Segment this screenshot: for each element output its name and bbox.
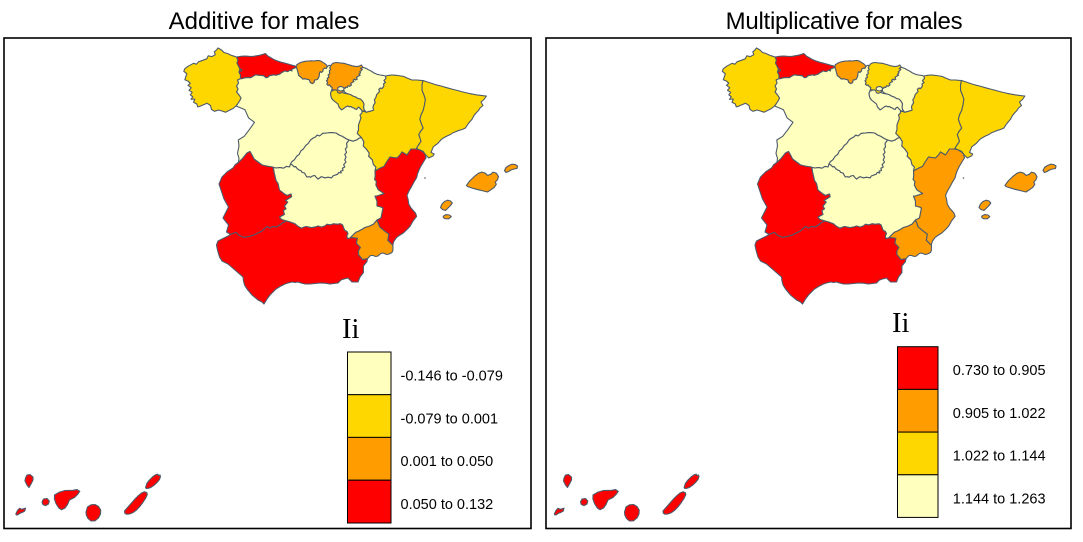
svg-text:Multiplicative for males: Multiplicative for males bbox=[726, 8, 963, 35]
svg-text:1.144 to 1.263: 1.144 to 1.263 bbox=[953, 491, 1046, 507]
svg-text:-0.146 to -0.079: -0.146 to -0.079 bbox=[401, 368, 503, 384]
svg-text:1.022 to 1.144: 1.022 to 1.144 bbox=[953, 449, 1046, 465]
svg-text:-0.079 to 0.001: -0.079 to 0.001 bbox=[401, 411, 499, 427]
svg-text:0.050 to 0.132: 0.050 to 0.132 bbox=[401, 497, 494, 513]
svg-text:Ii: Ii bbox=[342, 314, 359, 345]
svg-text:Ii: Ii bbox=[892, 308, 909, 339]
svg-text:0.905 to 1.022: 0.905 to 1.022 bbox=[953, 406, 1046, 422]
svg-text:0.730 to 0.905: 0.730 to 0.905 bbox=[953, 363, 1046, 379]
svg-text:0.001 to 0.050: 0.001 to 0.050 bbox=[401, 454, 494, 470]
svg-text:Additive for males: Additive for males bbox=[169, 8, 360, 35]
